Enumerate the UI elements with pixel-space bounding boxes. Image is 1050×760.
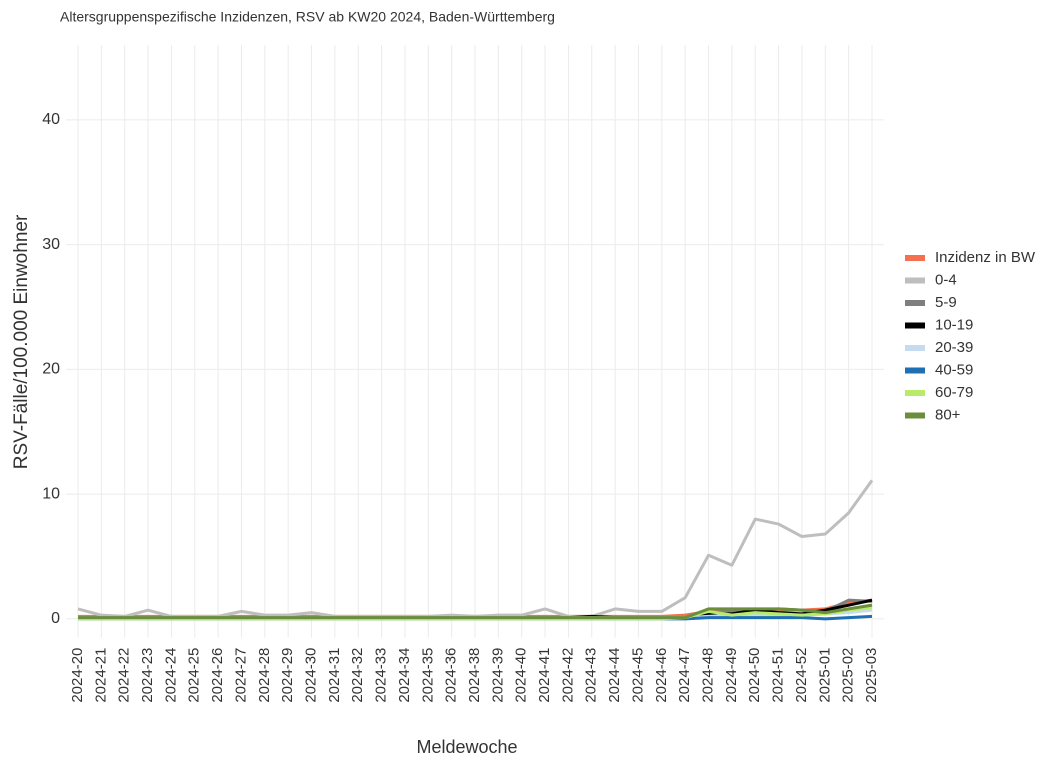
x-tick-label: 2024-50 (746, 648, 763, 703)
legend-swatch (905, 322, 925, 329)
x-tick-label: 2025-02 (840, 648, 857, 703)
x-tick-label: 2025-03 (863, 648, 880, 703)
x-tick-label: 2024-36 (443, 648, 460, 703)
y-tick-label: 0 (51, 610, 60, 627)
x-tick-label: 2024-24 (162, 648, 179, 703)
x-tick-label: 2024-52 (793, 648, 810, 703)
x-tick-label: 2024-28 (256, 648, 273, 703)
x-tick-label: 2024-23 (139, 648, 156, 703)
x-tick-label: 2025-01 (816, 648, 833, 703)
legend-label: 10-19 (935, 316, 973, 333)
chart-title: Altersgruppenspezifische Inzidenzen, RSV… (60, 9, 555, 25)
x-tick-label: 2024-34 (396, 648, 413, 703)
x-tick-label: 2024-41 (536, 648, 553, 703)
legend-swatch (905, 390, 925, 396)
x-tick-label: 2024-20 (69, 648, 86, 703)
x-tick-label: 2024-27 (232, 648, 249, 703)
x-tick-label: 2024-33 (373, 648, 390, 703)
x-tick-label: 2024-43 (583, 648, 600, 703)
x-tick-label: 2024-35 (419, 648, 436, 703)
x-tick-label: 2024-39 (489, 648, 506, 703)
legend-label: 60-79 (935, 384, 973, 401)
x-tick-label: 2024-48 (699, 648, 716, 703)
legend-label: 5-9 (935, 294, 957, 311)
y-tick-label: 10 (42, 485, 60, 502)
x-tick-label: 2024-45 (629, 648, 646, 703)
legend-swatch (905, 300, 925, 306)
legend-swatch (905, 277, 925, 284)
x-tick-label: 2024-44 (606, 648, 623, 703)
x-tick-label: 2024-30 (302, 648, 319, 703)
legend-label: 0-4 (935, 271, 957, 288)
legend-label: 20-39 (935, 339, 973, 356)
x-tick-label: 2024-22 (116, 648, 133, 703)
x-tick-label: 2024-38 (466, 648, 483, 703)
y-tick-label: 40 (42, 111, 60, 128)
x-tick-label: 2024-32 (349, 648, 366, 703)
legend-swatch (905, 412, 925, 419)
x-tick-label: 2024-49 (723, 648, 740, 703)
y-tick-label: 30 (42, 236, 60, 253)
x-tick-label: 2024-47 (676, 648, 693, 703)
x-tick-label: 2024-21 (92, 648, 109, 703)
x-tick-label: 2024-40 (513, 648, 530, 703)
series-line (78, 603, 873, 620)
legend-label: 80+ (935, 406, 961, 423)
legend-swatch (905, 345, 925, 351)
legend-swatch (905, 367, 925, 374)
x-tick-label: 2024-51 (770, 648, 787, 703)
y-axis-title: RSV-Fälle/100.000 Einwohner (11, 214, 32, 469)
legend-label: 40-59 (935, 361, 973, 378)
x-axis-title: Meldewoche (416, 737, 517, 757)
legend-swatch (905, 255, 925, 261)
x-tick-label: 2024-25 (186, 648, 203, 703)
y-tick-label: 20 (42, 361, 60, 378)
x-tick-label: 2024-26 (209, 648, 226, 703)
x-tick-label: 2024-29 (279, 648, 296, 703)
x-tick-label: 2024-46 (653, 648, 670, 703)
x-tick-label: 2024-31 (326, 648, 343, 703)
legend-label: Inzidenz in BW (935, 249, 1036, 266)
x-tick-label: 2024-42 (559, 648, 576, 703)
